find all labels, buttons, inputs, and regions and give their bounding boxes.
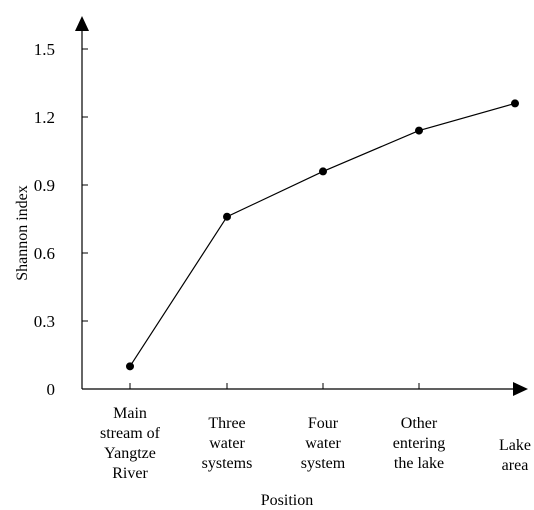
axes — [75, 16, 528, 396]
x-tick-label: Four water system — [301, 415, 346, 472]
y-axis-arrow — [75, 16, 89, 31]
y-tick-label: 0.6 — [34, 244, 55, 263]
x-tick-label: Other entering the lake — [393, 415, 445, 472]
data-point — [415, 126, 423, 135]
y-tick-label: 1.2 — [34, 108, 55, 127]
y-axis-label: Shannon index — [14, 185, 31, 281]
data-point — [126, 362, 134, 371]
x-tick-label: Three water systems — [202, 415, 253, 472]
x-tick-label: Main stream of Yangtze River — [100, 405, 161, 482]
x-tick-label: Lake area — [499, 437, 531, 474]
x-axis-arrow — [513, 382, 528, 396]
series-line — [126, 99, 519, 371]
y-tick-label: 0.9 — [34, 176, 55, 195]
data-point — [511, 99, 519, 108]
series-path — [129, 102, 516, 367]
x-ticks: Main stream of Yangtze River Three water syste… — [100, 383, 531, 482]
x-axis-label: Position — [261, 492, 313, 509]
data-point — [319, 167, 327, 176]
y-tick-label: 1.5 — [34, 40, 55, 59]
data-point — [223, 212, 231, 221]
y-tick-label: 0.3 — [34, 312, 55, 331]
y-ticks: 0 0.3 0.6 0.9 1.2 1.5 — [34, 40, 88, 399]
y-tick-label: 0 — [47, 380, 56, 399]
